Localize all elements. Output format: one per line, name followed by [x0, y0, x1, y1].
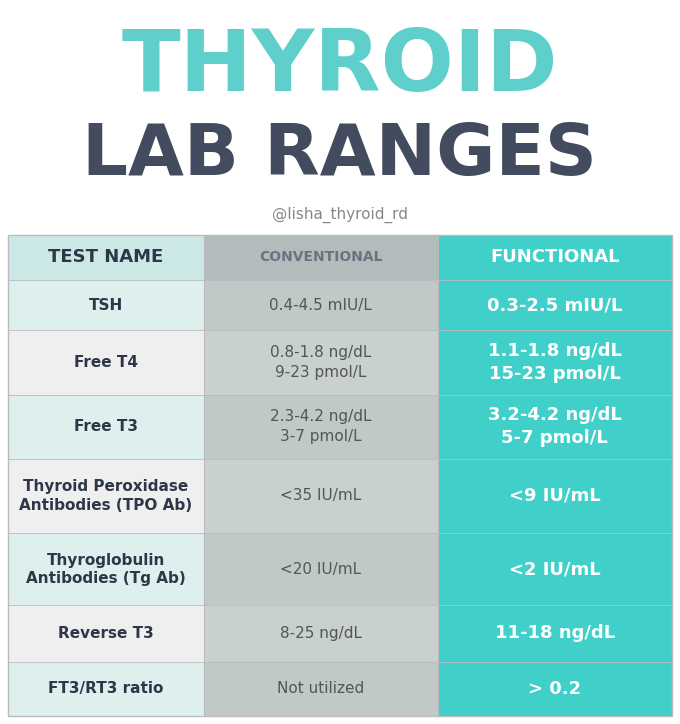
Text: 0.3-2.5 mIU/L: 0.3-2.5 mIU/L — [487, 296, 622, 314]
Text: TSH: TSH — [89, 298, 123, 313]
Text: TEST NAME: TEST NAME — [48, 248, 164, 266]
Text: Free T3: Free T3 — [74, 419, 138, 434]
Text: Thyroglobulin
Antibodies (Tg Ab): Thyroglobulin Antibodies (Tg Ab) — [26, 552, 186, 586]
Bar — [438, 605, 672, 662]
Bar — [438, 235, 672, 279]
Text: 8-25 ng/dL: 8-25 ng/dL — [279, 626, 362, 641]
Bar — [204, 662, 438, 716]
Bar — [8, 662, 204, 716]
Bar — [204, 330, 438, 395]
Text: > 0.2: > 0.2 — [528, 680, 581, 698]
Text: THYROID: THYROID — [122, 27, 558, 109]
Bar — [438, 279, 672, 330]
Text: <35 IU/mL: <35 IU/mL — [280, 489, 361, 503]
Text: 1.1-1.8 ng/dL
15-23 pmol/L: 1.1-1.8 ng/dL 15-23 pmol/L — [488, 342, 622, 383]
Text: 0.8-1.8 ng/dL
9-23 pmol/L: 0.8-1.8 ng/dL 9-23 pmol/L — [270, 345, 371, 380]
Text: 0.4-4.5 mIU/L: 0.4-4.5 mIU/L — [269, 298, 372, 313]
Text: @lisha_thyroid_rd: @lisha_thyroid_rd — [272, 207, 408, 223]
Text: 3.2-4.2 ng/dL
5-7 pmol/L: 3.2-4.2 ng/dL 5-7 pmol/L — [488, 405, 622, 447]
Bar — [8, 235, 204, 279]
Text: LAB RANGES: LAB RANGES — [82, 120, 598, 190]
Bar — [438, 662, 672, 716]
Bar — [8, 235, 672, 716]
Text: FT3/RT3 ratio: FT3/RT3 ratio — [48, 681, 164, 696]
Bar — [204, 279, 438, 330]
Bar — [438, 534, 672, 605]
Bar — [204, 235, 438, 279]
Bar — [8, 458, 204, 534]
Text: 11-18 ng/dL: 11-18 ng/dL — [495, 625, 615, 642]
Bar — [438, 458, 672, 534]
Bar — [204, 395, 438, 458]
Bar — [8, 395, 204, 458]
Bar — [204, 534, 438, 605]
Text: <2 IU/mL: <2 IU/mL — [509, 560, 600, 578]
Bar — [438, 330, 672, 395]
Text: Thyroid Peroxidase
Antibodies (TPO Ab): Thyroid Peroxidase Antibodies (TPO Ab) — [19, 479, 192, 513]
Bar — [8, 330, 204, 395]
Bar — [438, 395, 672, 458]
Text: CONVENTIONAL: CONVENTIONAL — [259, 251, 382, 264]
Text: 2.3-4.2 ng/dL
3-7 pmol/L: 2.3-4.2 ng/dL 3-7 pmol/L — [270, 409, 371, 444]
Text: <9 IU/mL: <9 IU/mL — [509, 487, 600, 505]
Bar — [204, 458, 438, 534]
Text: FUNCTIONAL: FUNCTIONAL — [490, 248, 619, 266]
Text: Reverse T3: Reverse T3 — [58, 626, 154, 641]
Text: <20 IU/mL: <20 IU/mL — [280, 562, 361, 577]
Bar — [8, 605, 204, 662]
Bar — [8, 534, 204, 605]
Bar — [204, 605, 438, 662]
Text: Not utilized: Not utilized — [277, 681, 364, 696]
Text: Free T4: Free T4 — [74, 355, 138, 370]
Bar — [8, 279, 204, 330]
